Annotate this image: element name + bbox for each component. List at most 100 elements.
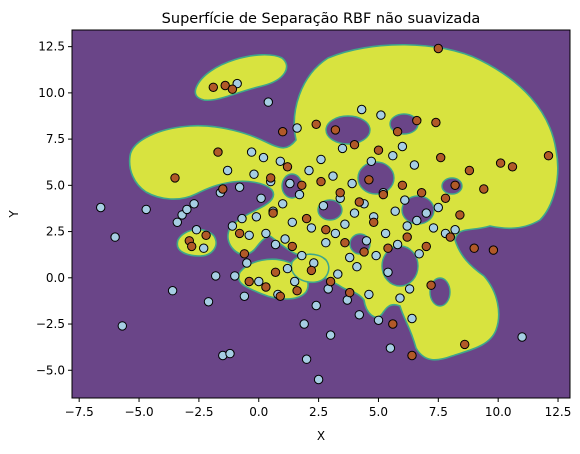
points-layer [96,43,554,385]
scatter-point-class-0-12 [211,271,221,281]
scatter-point-class-1-56 [464,165,475,176]
scatter-point-class-0-22 [239,291,250,301]
scatter-point-class-1-50 [436,152,446,163]
scatter-point-class-0-55 [318,201,329,211]
scatter-point-class-1-7 [220,80,230,91]
scatter-point-class-0-23 [242,258,252,268]
scatter-point-class-0-40 [282,263,293,274]
scatter-point-class-0-54 [316,154,326,165]
x-axis-label: X [317,429,325,443]
scatter-point-class-0-75 [366,156,376,167]
scatter-point-class-0-50 [306,223,317,233]
x-tick-label: 12.5 [545,405,572,419]
scatter-point-class-1-28 [330,125,341,135]
x-tick-label: −7.5 [65,405,94,419]
scatter-point-class-1-32 [349,140,360,150]
scatter-point-class-1-49 [431,117,441,128]
scatter-point-class-0-31 [261,228,271,239]
scatter-point-class-0-73 [361,236,372,246]
scatter-point-class-1-51 [440,193,451,204]
scatter-point-class-1-58 [479,184,489,194]
scatter-point-class-1-33 [354,197,364,207]
x-tick-label: 5.0 [369,405,388,419]
scatter-point-class-1-13 [266,173,276,183]
scatter-point-class-0-1 [110,232,120,242]
scatter-point-class-0-17 [227,221,238,231]
scatter-point-class-0-89 [400,195,410,205]
scatter-point-class-0-41 [285,178,295,189]
scatter-point-class-0-49 [304,165,314,176]
scatter-point-class-1-27 [325,276,336,287]
scatter-point-class-1-34 [359,247,369,257]
scatter-point-class-0-21 [237,213,247,224]
scatter-point-class-1-60 [495,158,506,168]
scatter-point-class-1-19 [287,241,297,252]
decision-region-blob-main [128,43,559,361]
scatter-point-class-1-55 [460,339,470,350]
scatter-point-class-0-101 [517,332,527,342]
scatter-point-class-1-41 [392,127,403,137]
scatter-point-class-0-3 [141,204,151,215]
scatter-point-class-0-39 [280,234,290,244]
scatter-point-class-0-56 [321,238,331,248]
scatter-point-class-0-92 [407,313,417,324]
scatter-point-class-1-31 [345,287,355,298]
scatter-point-class-0-59 [328,171,338,181]
y-tick-label: 12.5 [38,40,65,54]
scatter-point-class-0-97 [428,223,439,233]
scatter-point-class-0-70 [354,310,364,320]
scatter-point-class-0-7 [182,204,192,215]
scatter-point-class-0-86 [392,239,403,250]
scatter-point-class-0-45 [294,189,305,200]
scatter-point-class-1-45 [412,115,422,126]
x-tick-label: −5.0 [124,405,153,419]
scatter-point-class-0-79 [376,110,386,120]
scatter-point-class-1-10 [239,249,250,259]
scatter-point-class-1-53 [450,180,460,191]
y-tick-label: −5.0 [36,363,65,377]
scatter-point-class-0-29 [256,193,266,204]
x-tick-label: 2.5 [309,405,328,419]
scatter-point-class-0-48 [301,354,312,364]
scatter-point-class-1-48 [426,280,436,290]
scatter-point-class-0-100 [450,225,460,235]
scatter-point-class-0-28 [254,276,264,287]
scatter-point-class-1-61 [507,162,518,172]
y-tick-label: −2.5 [36,317,65,331]
scatter-point-class-1-39 [383,243,393,253]
y-axis-ticks: −5.0 −2.5 0.0 2.5 5.0 7.5 10.0 12.5 [36,40,72,377]
scatter-point-class-0-61 [333,269,343,279]
scatter-point-class-1-37 [373,145,384,155]
scatter-point-class-1-2 [187,241,197,252]
scatter-point-class-1-38 [378,189,388,200]
scatter-point-class-0-98 [433,202,443,213]
scatter-point-class-0-52 [311,300,321,311]
hole-3 [357,161,395,195]
y-tick-label: 7.5 [46,132,65,146]
scatter-point-class-1-5 [213,147,223,157]
scatter-point-class-0-42 [287,217,297,228]
scatter-point-class-0-78 [373,315,384,325]
scatter-point-class-1-9 [234,228,245,239]
scatter-point-class-1-23 [306,265,317,276]
scatter-point-class-1-3 [201,230,211,241]
scatter-point-class-0-44 [292,123,302,133]
scatter-point-class-0-91 [404,284,415,294]
scatter-point-class-0-58 [325,330,336,340]
scatter-point-class-0-95 [414,249,424,259]
scatter-point-class-1-57 [469,243,479,253]
scatter-point-class-0-2 [117,321,128,331]
scatter-point-class-0-9 [191,225,202,235]
scatter-point-class-0-27 [251,212,262,222]
scatter-point-class-0-90 [402,221,412,231]
scatter-point-class-0-94 [412,215,422,226]
scatter-point-class-1-4 [208,82,219,93]
scatter-point-class-1-17 [278,127,288,137]
scatter-point-class-0-60 [330,228,341,239]
scatter-point-class-1-26 [321,225,331,235]
scatter-point-class-1-20 [292,286,302,296]
scatter-point-class-0-63 [337,143,348,154]
scatter-point-class-0-16 [225,348,235,359]
scatter-point-class-1-6 [218,184,228,194]
